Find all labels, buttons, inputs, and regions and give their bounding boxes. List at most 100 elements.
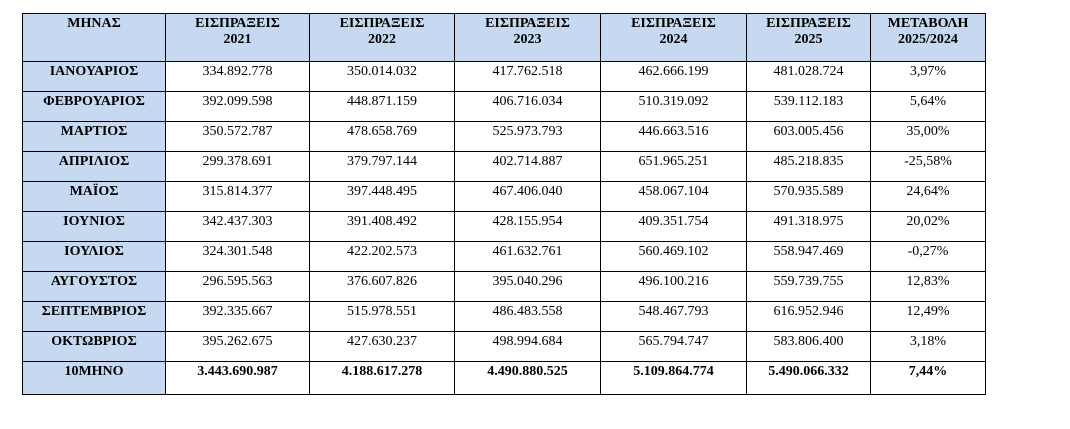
- cell-2021: 392.335.667: [165, 301, 310, 332]
- cell-2023: 461.632.761: [454, 241, 601, 272]
- month-cell: ΜΑΡΤΙΟΣ: [22, 121, 166, 152]
- header-2023: ΕΙΣΠΡΑΞΕΙΣ 2023: [454, 13, 601, 62]
- cell-2024: 446.663.516: [600, 121, 747, 152]
- header-line: 2025/2024: [898, 32, 958, 47]
- header-line: 2022: [368, 32, 396, 47]
- cell-2023: 467.406.040: [454, 181, 601, 212]
- cell-2025: 491.318.975: [746, 211, 871, 242]
- cell-2025: 616.952.946: [746, 301, 871, 332]
- cell-2025: 583.806.400: [746, 331, 871, 362]
- header-line: ΕΙΣΠΡΑΞΕΙΣ: [339, 16, 425, 31]
- cell-2023: 417.762.518: [454, 61, 601, 92]
- cell-2022: 478.658.769: [309, 121, 455, 152]
- cell-2023: 402.714.887: [454, 151, 601, 182]
- month-cell: ΙΟΥΝΙΟΣ: [22, 211, 166, 242]
- cell-2024: 496.100.216: [600, 271, 747, 302]
- month-cell: 10ΜΗΝΟ: [22, 361, 166, 395]
- cell-2023: 498.994.684: [454, 331, 601, 362]
- cell-2022: 397.448.495: [309, 181, 455, 212]
- cell-2023: 525.973.793: [454, 121, 601, 152]
- cell-2022: 515.978.551: [309, 301, 455, 332]
- cell-change: 20,02%: [870, 211, 986, 242]
- cell-2021: 296.595.563: [165, 271, 310, 302]
- header-line: 2021: [223, 32, 252, 47]
- header-2022: ΕΙΣΠΡΑΞΕΙΣ 2022: [309, 13, 455, 62]
- cell-change: 7,44%: [870, 361, 986, 395]
- header-line: ΕΙΣΠΡΑΞΕΙΣ: [766, 16, 851, 31]
- table-row: ΟΚΤΩΒΡΙΟΣ 395.262.675 427.630.237 498.994.6…: [22, 331, 986, 362]
- cell-2024: 548.467.793: [600, 301, 747, 332]
- month-cell: ΑΠΡΙΛΙΟΣ: [22, 151, 166, 182]
- table-row: ΜΑΡΤΙΟΣ 350.572.787 478.658.769 525.973.793…: [22, 121, 986, 152]
- table-row: ΑΠΡΙΛΙΟΣ 299.378.691 379.797.144 402.714.88…: [22, 151, 986, 182]
- cell-2022: 427.630.237: [309, 331, 455, 362]
- header-month: ΜΗΝΑΣ: [22, 13, 166, 62]
- header-2021: ΕΙΣΠΡΑΞΕΙΣ 2021: [165, 13, 310, 62]
- cell-2022: 350.014.032: [309, 61, 455, 92]
- header-line: ΜΕΤΑΒΟΛΗ: [887, 16, 969, 31]
- header-line: ΕΙΣΠΡΑΞΕΙΣ: [195, 16, 280, 31]
- cell-2023: 486.483.558: [454, 301, 601, 332]
- cell-2024: 651.965.251: [600, 151, 747, 182]
- month-cell: ΜΑΪΟΣ: [22, 181, 166, 212]
- month-cell: ΑΥΓΟΥΣΤΟΣ: [22, 271, 166, 302]
- cell-2024: 462.666.199: [600, 61, 747, 92]
- header-line: 2024: [659, 32, 688, 47]
- total-row: 10ΜΗΝΟ 3.443.690.987 4.188.617.278 4.490.88…: [22, 361, 986, 395]
- cell-change: -25,58%: [870, 151, 986, 182]
- cell-2025: 5.490.066.332: [746, 361, 871, 395]
- cell-2021: 350.572.787: [165, 121, 310, 152]
- cell-change: 35,00%: [870, 121, 986, 152]
- cell-2021: 392.099.598: [165, 91, 310, 122]
- header-line: 2025: [794, 32, 823, 47]
- cell-2022: 422.202.573: [309, 241, 455, 272]
- cell-2021: 299.378.691: [165, 151, 310, 182]
- table-row: ΣΕΠΤΕΜΒΡΙΟΣ 392.335.667 515.978.551 486.483…: [22, 301, 986, 332]
- cell-2021: 342.437.303: [165, 211, 310, 242]
- cell-2021: 395.262.675: [165, 331, 310, 362]
- cell-2022: 4.188.617.278: [309, 361, 455, 395]
- header-line: ΕΙΣΠΡΑΞΕΙΣ: [485, 16, 570, 31]
- cell-2025: 558.947.469: [746, 241, 871, 272]
- cell-2025: 603.005.456: [746, 121, 871, 152]
- cell-2023: 4.490.880.525: [454, 361, 601, 395]
- cell-change: 5,64%: [870, 91, 986, 122]
- table-row: ΙΟΥΝΙΟΣ 342.437.303 391.408.492 428.155.954…: [22, 211, 986, 242]
- header-line: ΕΙΣΠΡΑΞΕΙΣ: [631, 16, 716, 31]
- cell-2024: 560.469.102: [600, 241, 747, 272]
- header-change: ΜΕΤΑΒΟΛΗ 2025/2024: [870, 13, 986, 62]
- cell-change: 12,49%: [870, 301, 986, 332]
- cell-2025: 539.112.183: [746, 91, 871, 122]
- table-row: ΙΟΥΛΙΟΣ 324.301.548 422.202.573 461.632.761…: [22, 241, 986, 272]
- cell-2021: 315.814.377: [165, 181, 310, 212]
- header-line: 2023: [513, 32, 542, 47]
- cell-2022: 376.607.826: [309, 271, 455, 302]
- header-line: ΜΗΝΑΣ: [67, 16, 121, 31]
- cell-change: -0,27%: [870, 241, 986, 272]
- cell-2023: 406.716.034: [454, 91, 601, 122]
- cell-2025: 485.218.835: [746, 151, 871, 182]
- month-cell: ΣΕΠΤΕΜΒΡΙΟΣ: [22, 301, 166, 332]
- cell-2023: 395.040.296: [454, 271, 601, 302]
- cell-2021: 334.892.778: [165, 61, 310, 92]
- table-row: ΙΑΝΟΥΑΡΙΟΣ 334.892.778 350.014.032 417.762.…: [22, 61, 986, 92]
- cell-change: 12,83%: [870, 271, 986, 302]
- cell-2022: 379.797.144: [309, 151, 455, 182]
- header-row: ΜΗΝΑΣ ΕΙΣΠΡΑΞΕΙΣ 2021 ΕΙΣΠΡΑΞΕΙΣ 2022 ΕΙΣΠΡΑΞ…: [22, 13, 986, 62]
- cell-2024: 5.109.864.774: [600, 361, 747, 395]
- cell-2025: 481.028.724: [746, 61, 871, 92]
- cell-2025: 570.935.589: [746, 181, 871, 212]
- cell-2024: 565.794.747: [600, 331, 747, 362]
- cell-2021: 3.443.690.987: [165, 361, 310, 395]
- table-row: ΦΕΒΡΟΥΑΡΙΟΣ 392.099.598 448.871.159 406.716…: [22, 91, 986, 122]
- cell-2021: 324.301.548: [165, 241, 310, 272]
- header-2024: ΕΙΣΠΡΑΞΕΙΣ 2024: [600, 13, 747, 62]
- cell-2023: 428.155.954: [454, 211, 601, 242]
- cell-2025: 559.739.755: [746, 271, 871, 302]
- cell-2024: 510.319.092: [600, 91, 747, 122]
- cell-2024: 458.067.104: [600, 181, 747, 212]
- month-cell: ΙΑΝΟΥΑΡΙΟΣ: [22, 61, 166, 92]
- month-cell: ΙΟΥΛΙΟΣ: [22, 241, 166, 272]
- cell-change: 3,18%: [870, 331, 986, 362]
- cell-change: 24,64%: [870, 181, 986, 212]
